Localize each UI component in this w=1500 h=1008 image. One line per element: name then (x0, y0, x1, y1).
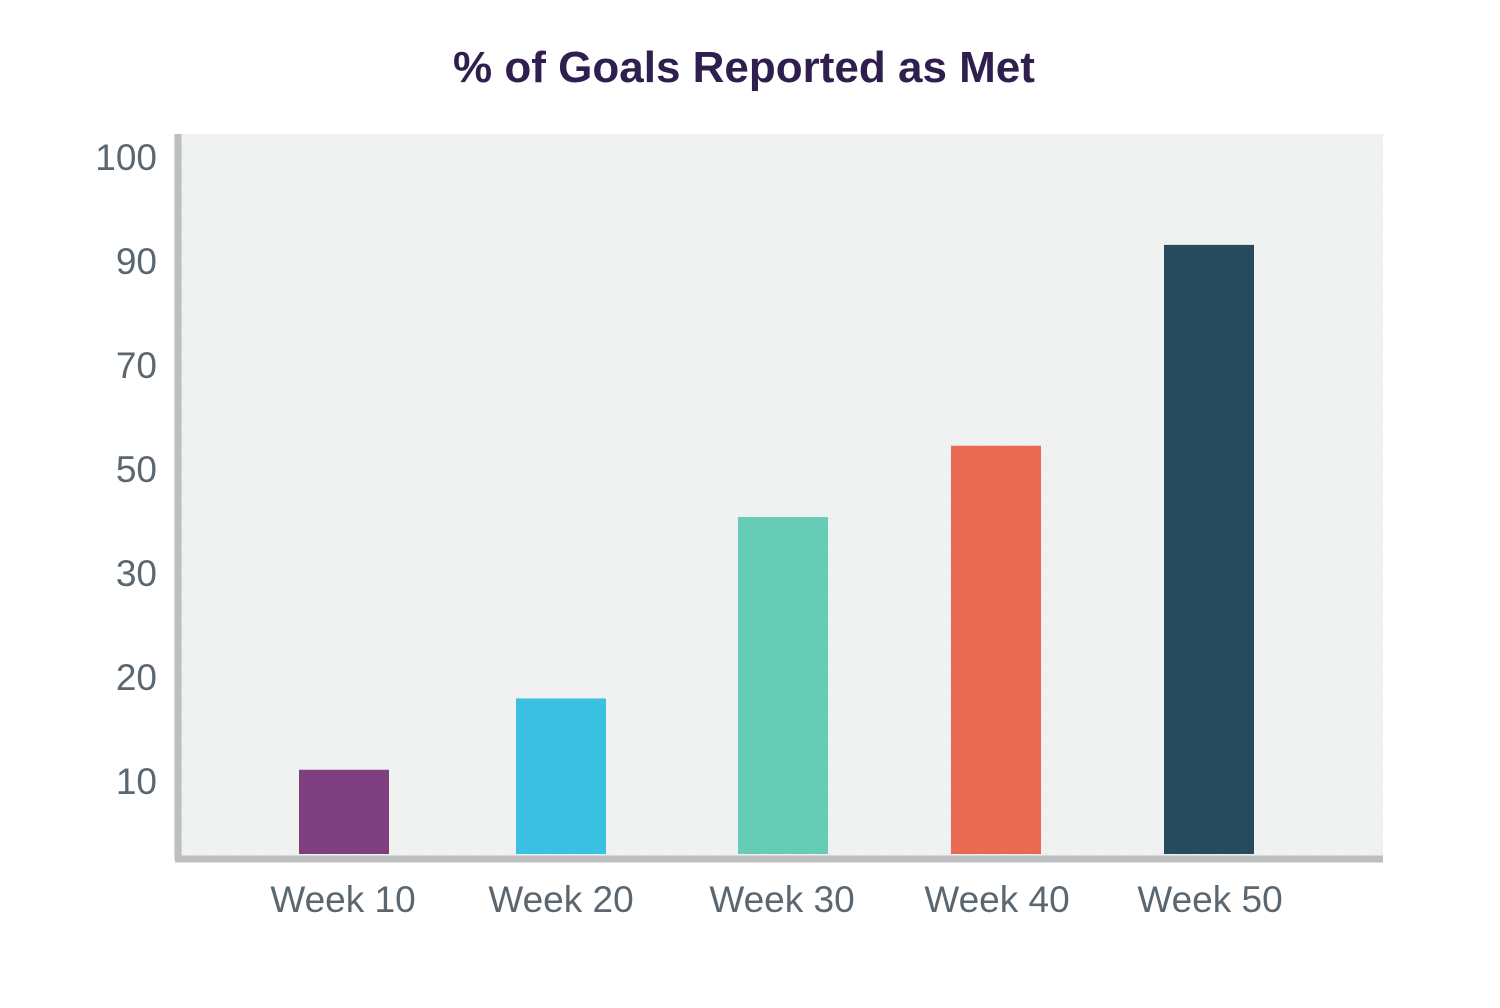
y-tick-label: 100 (95, 137, 157, 178)
bar-week-50 (1164, 244, 1254, 854)
bar-week-10 (299, 769, 389, 854)
y-tick-label: 30 (116, 553, 157, 594)
x-tick-label: Week 20 (488, 879, 633, 920)
y-tick-label: 10 (116, 761, 157, 802)
y-axis-ticks: 100 90 70 50 30 20 10 (95, 137, 157, 802)
y-tick-label: 50 (116, 449, 157, 490)
x-axis-ticks: Week 10 Week 20 Week 30 Week 40 Week 50 (270, 879, 1282, 920)
x-tick-label: Week 50 (1137, 879, 1282, 920)
chart-title: % of Goals Reported as Met (453, 43, 1035, 92)
y-tick-label: 90 (116, 241, 157, 282)
y-tick-label: 70 (116, 345, 157, 386)
x-tick-label: Week 10 (270, 879, 415, 920)
bar-group (299, 244, 1254, 854)
bar-week-40 (951, 445, 1041, 854)
bar-week-30 (738, 517, 828, 854)
bar-week-20 (516, 698, 606, 854)
x-tick-label: Week 30 (709, 879, 854, 920)
x-tick-label: Week 40 (924, 879, 1069, 920)
y-tick-label: 20 (116, 657, 157, 698)
